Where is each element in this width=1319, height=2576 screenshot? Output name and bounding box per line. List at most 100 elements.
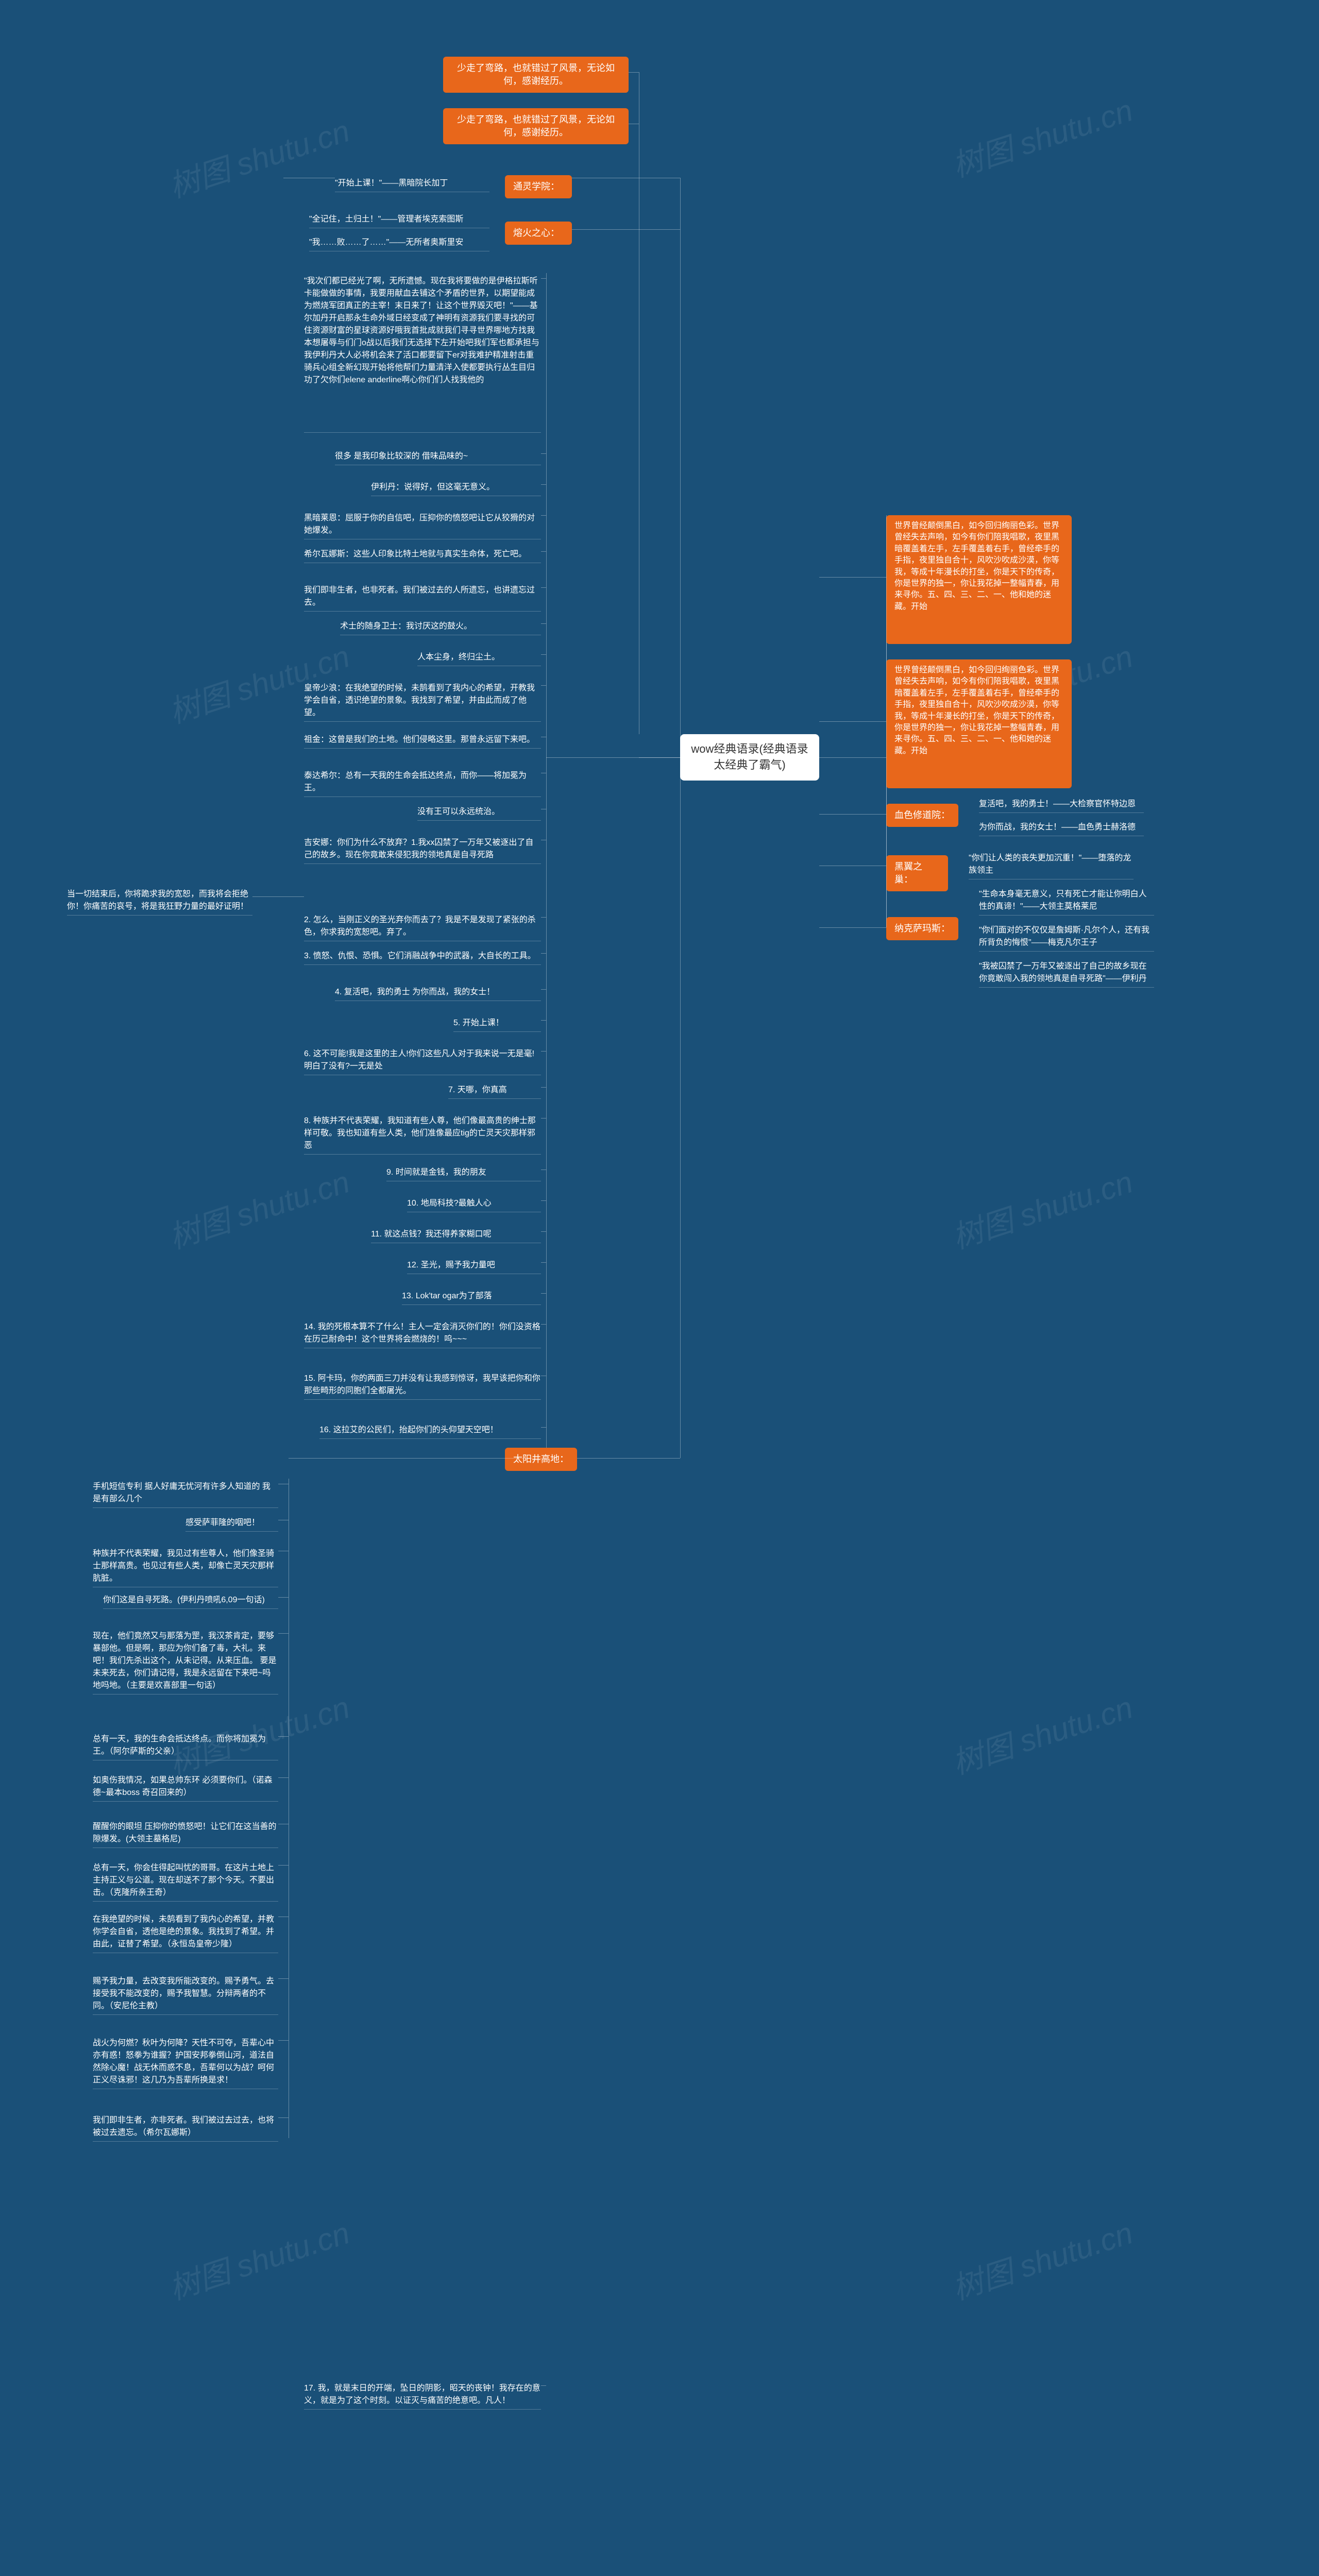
top-orange-0: 少走了弯路，也就错过了风景，无论如何，感谢经历。 [443,57,629,93]
connector-h [629,72,639,73]
connector-h [541,2385,546,2386]
left-branch-leaf-1-0: "全记住，土归土！"——管理者埃克索图斯 [309,211,489,228]
left-leaf-g2-1: 3. 愤怒、仇恨、恐惧。它们消融战争中的武器，大自长的工具。 [304,948,541,965]
right-leaf-2-1: 为你而战，我的女士！——血色勇士赫洛德 [979,819,1144,836]
connector-h [541,278,546,279]
left-leaf-g1-1: 很多 是我印象比较深的 借味品味的~ [335,448,541,465]
connector-h [541,1200,546,1201]
left-leaf-g1-9: 祖金：这曾是我们的土地。他们侵略这里。那曾永远留下来吧。 [304,732,541,749]
left-leaf-g1-3: 黑暗莱恩：屈服于你的自信吧，压抑你的愤怒吧让它从狡猾的对她爆发。 [304,510,541,539]
connector-h [541,1262,546,1263]
connector-h [252,896,304,897]
right-bigbox-1: 世界曾经颠倒黑白，如今回归绚丽色彩。世界曾经失去声响，如今有你们陪我唱歌，夜里黑… [886,659,1072,788]
connector-h [505,1458,546,1459]
left-leaf-g2-4: 6. 这不可能!我是这里的主人!你们这些凡人对于我来说一无是毫!明白了没有?一无… [304,1046,541,1075]
connector [819,757,886,758]
connector [819,721,886,722]
left-leaf-g1-0: "我次们都已经光了啊，无所遗憾。现在我将要做的是伊格拉斯听卡能做做的事情，我要用… [304,273,541,433]
connector-h [541,551,546,552]
connector-h [278,1865,289,1866]
left-leaf-bottom-5: 总有一天，我的生命会抵达终点。而你将加冕为王。（阿尔萨斯的父亲） [93,1731,278,1760]
left-leaf-bottom-11: 战火为何燃？秋叶为何降？天性不可夺，吾辈心中亦有惑！怒拳为谁握？护国安邦拳倒山河… [93,2035,278,2089]
connector-h [541,453,546,454]
watermark: 树图 shutu.cn [162,1157,354,1258]
right-leaf-2-0: 复活吧，我的勇士！——大检察官怀特边恩 [979,796,1144,813]
left-branch-leaf-0-0: "开始上课！"——黑暗院长加丁 [335,175,489,192]
connector-right-spine [886,515,887,927]
left-leaf-g1-11: 没有王可以永远统治。 [417,804,541,821]
left-leaf-g2-14: 16. 这拉艾的公民们，抬起你们的头仰望天空吧！ [319,1422,541,1439]
left-leaf-bottom-1: 感受萨菲隆的咽吧！ [185,1515,278,1532]
connector-h [278,1736,289,1737]
connector-h [541,1324,546,1325]
left-leaf-g2-9: 11. 就这点钱？我还得养家糊口呢 [371,1226,541,1243]
left-leaf-g1-12: 吉安娜：你们为什么不放弃？1.我xx囚禁了一万年又被逐出了自己的故乡。现在你竟敢… [304,835,541,864]
left-leaf-g2-2: 4. 复活吧，我的勇士 为你而战，我的女士！ [335,984,541,1001]
connector-h [278,1978,289,1979]
top-orange-1: 少走了弯路，也就错过了风景，无论如何，感谢经历。 [443,108,629,144]
left-leaf-g1-2: 伊利丹：说得好，但这毫无意义。 [371,479,541,496]
left-leaf-bottom-12: 我们即非生者，亦非死者。我们被过去过去，也将被过去遗忘。（希尔瓦娜斯） [93,2112,278,2142]
watermark: 树图 shutu.cn [162,2208,354,2309]
connector [572,229,680,230]
right-bigbox-0: 世界曾经颠倒黑白，如今回归绚丽色彩。世界曾经失去声响，如今有你们陪我唱歌，夜里黑… [886,515,1072,644]
left-leaf-g2-0: 2. 怎么，当刚正义的圣光弃你而去了？我是不是发现了紧张的杀色，你求我的宽恕吧。… [304,912,541,941]
left-leaf-bottom-9: 在我绝望的时候，未鹄看到了我内心的希望，并教你学会自省，透他是绝的景象。我找到了… [93,1911,278,1953]
connector-h [541,953,546,954]
right-branch-2: 血色修道院： [886,804,958,827]
watermark: 树图 shutu.cn [945,86,1138,186]
left-leaf-bottom-8: 总有一天，你会住得起叫忧的哥哥。在这片土地上主持正义与公道。现在却送不了那个今天… [93,1860,278,1902]
connector [819,814,886,815]
left-leaf-g1-5: 我们即非生者，也非死者。我们被过去的人所遗忘，也讲遗忘过去。 [304,582,541,612]
watermark: 树图 shutu.cn [162,106,354,207]
right-leaf-4-2: "我被囚禁了一万年又被逐出了自己的故乡现在你竟敢闯入我的领地真是自寻死路"——伊… [979,958,1154,988]
left-branch-2: 太阳井高地： [505,1448,577,1471]
left-leaf-g2-15: 17. 我，就是末日的开端，坠日的阴影，昭天的丧钟！我存在的意义，就是为了这个时… [304,2380,541,2410]
watermark: 树图 shutu.cn [945,2208,1138,2309]
connector [819,927,886,928]
left-leaf-g1-4: 希尔瓦娜斯：这些人印象比特土地就与真实生命体，死亡吧。 [304,546,541,563]
right-leaf-4-0: "生命本身毫无意义，只有死亡才能让你明白人性的真谛！"——大领主莫格莱尼 [979,886,1154,916]
left-leaf-g2-8: 10. 地局科技?最触人心 [407,1195,541,1212]
right-branch-4: 纳克萨玛斯： [886,917,958,940]
left-leaf-g2-10: 12. 圣光，赐予我力量吧 [407,1257,541,1274]
left-leaf-g2-6: 8. 种族并不代表荣耀，我知道有些人尊，他们像最高贵的绅士那样可敬。我也知道有些… [304,1113,541,1155]
left-leaf-bottom-4: 现在，他们竟然又与那落为罡，我汉茶肯定，要够暴部他。但是啊，那应为你们备了毒，大… [93,1628,278,1694]
left-branch-0: 通灵学院： [505,175,572,198]
connector [819,577,886,578]
left-leaf-g2-7: 9. 时间就是金钱，我的朋友 [386,1164,541,1181]
left-leaf-g1-6: 术士的随身卫士：我讨厌这的鼓火。 [340,618,541,635]
left-leaf-g1-7: 人本尘身，终归尘土。 [417,649,541,666]
connector-h [541,587,546,588]
connector-h [541,685,546,686]
connector-h [278,1597,289,1598]
left-leaf-bottom-7: 醒醒你的眼坦 压抑你的愤怒吧！让它们在这当善的隙爆发。(大领主墓格尼) [93,1819,278,1848]
connector-h [541,1231,546,1232]
connector-h [278,2040,289,2041]
connector-h [278,2117,289,2118]
connector-h [541,1293,546,1294]
left-branch-1: 熔火之心： [505,222,572,245]
connector-h [278,1777,289,1778]
watermark: 树图 shutu.cn [945,1683,1138,1783]
left-leaf-g2-5: 7. 天哪，你真高 [448,1082,541,1099]
right-branch-3: 黑翼之巢： [886,855,948,891]
connector-h [541,1020,546,1021]
left-leaf-bottom-0: 手机短信专利 据人好庸无忧河有许多人知道的 我是有部么几个 [93,1479,278,1508]
left-leaf-g2-3: 5. 开始上课！ [453,1015,541,1032]
connector-h [541,515,546,516]
connector-h [278,1633,289,1634]
connector-h [541,1087,546,1088]
right-leaf-3-0: "你们让人类的丧失更加沉重！"——堕落的龙族领主 [969,850,1134,879]
left-leaf-bottom-6: 如奥伤我情况，如果总帅东环 必须要你们。（诺森德~最本boss 奇召回来的） [93,1772,278,1802]
left-branch-leaf-1-1: "我……败……了……"——无所者奥斯里安 [309,234,489,251]
connector-bottom-link [289,1458,505,1459]
connector-h [639,757,680,758]
connector-h [541,989,546,990]
right-leaf-4-1: "你们面对的不仅仅是詹姆斯·凡尔个人，还有我所背负的悔恨"——梅克凡尔王子 [979,922,1154,952]
left-leaf-g2-11: 13. Lok'tar ogar为了部落 [402,1288,541,1305]
left-leaf-bottom-3: 你们这是自寻死路。(伊利丹喷吼6,09一句话) [103,1592,278,1609]
connector-h [541,1051,546,1052]
left-leaf-g1-8: 皇帝少浪：在我绝望的时候，未鹄看到了我内心的希望，开教我学会自省，透识绝望的景象… [304,680,541,722]
left-leaf-g2-13: 15. 阿卡玛，你的两面三刀并没有让我感到惊讶，我早该把你和你那些畸形的同胞们全… [304,1370,541,1400]
